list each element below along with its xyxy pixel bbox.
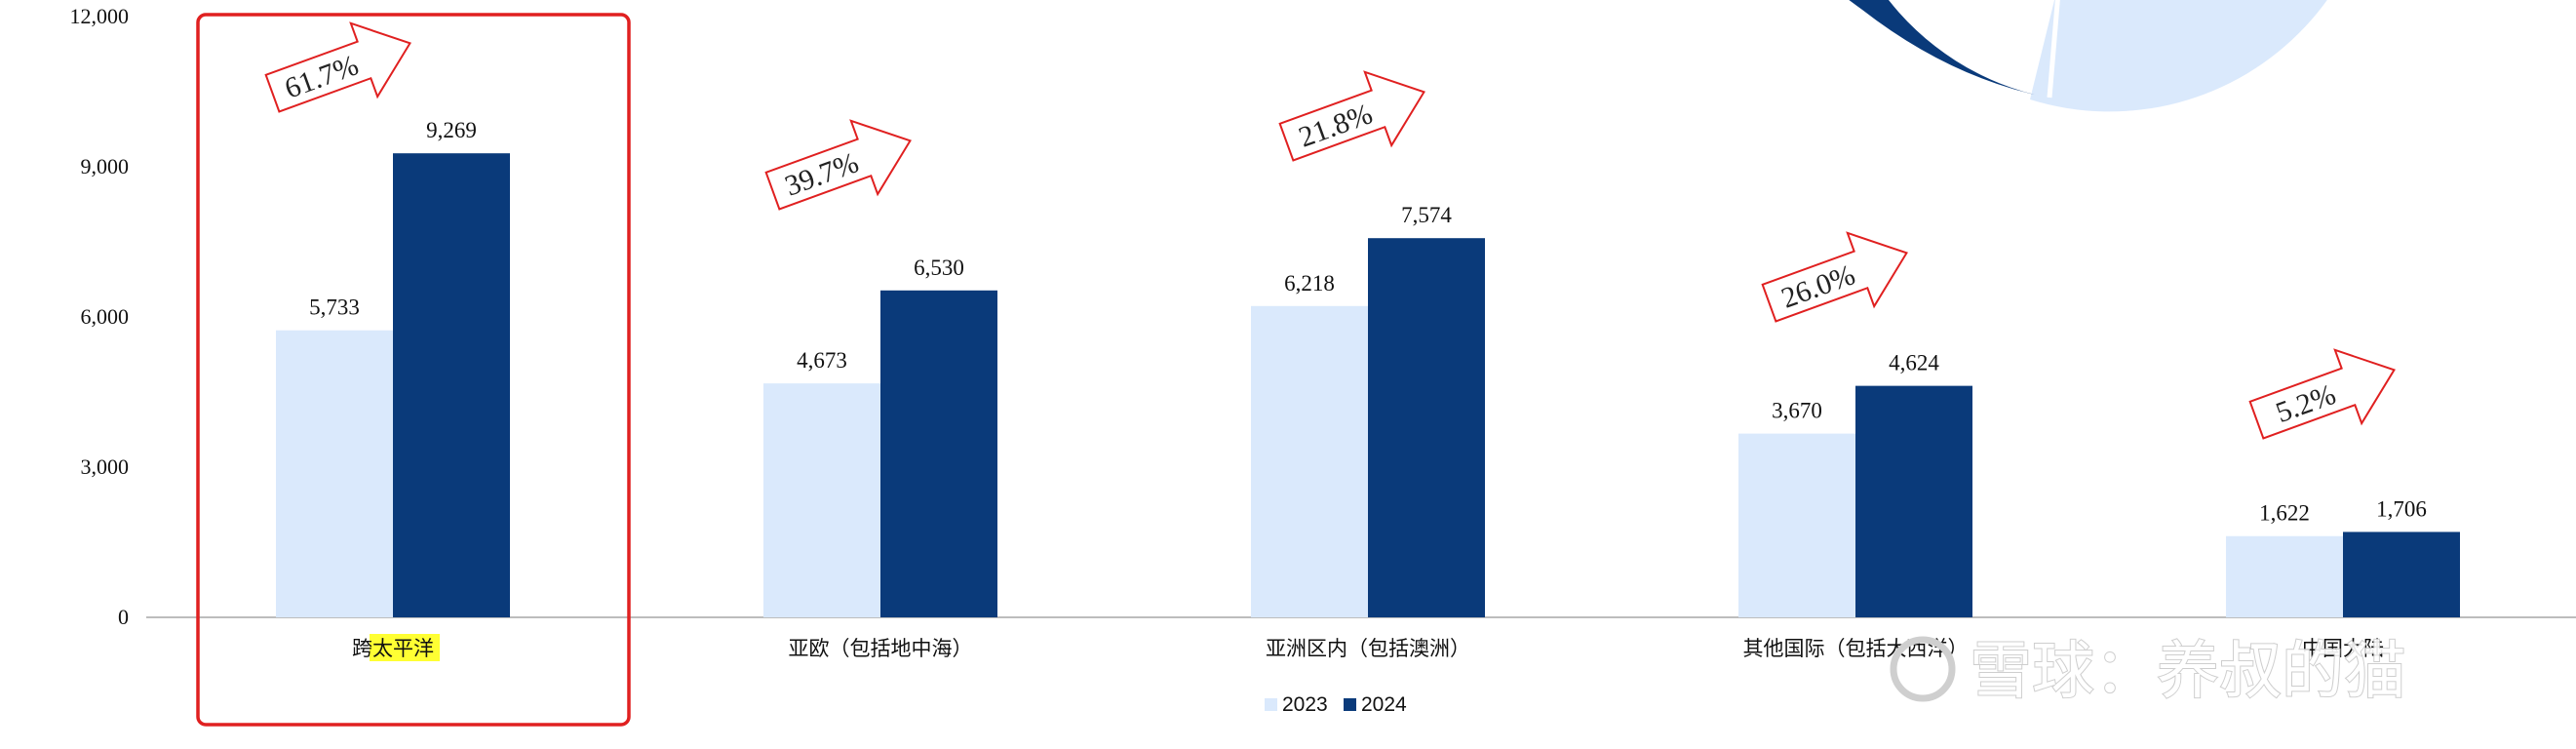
bars <box>276 153 2460 617</box>
watermark-logo-icon <box>1890 636 1956 702</box>
arrow-icon <box>1278 70 1425 162</box>
data-label-2024: 4,624 <box>1889 351 1939 375</box>
pie-slice-separator <box>2047 0 2060 99</box>
y-tick-label: 3,000 <box>81 454 130 479</box>
pie-slice-light <box>2030 0 2327 112</box>
category-highlight-marker <box>370 634 440 661</box>
legend-label-2023: 2023 <box>1282 693 1328 716</box>
arrow-icon <box>2248 348 2396 440</box>
pie-slice-dark <box>1849 0 2066 98</box>
bar-2024 <box>393 153 510 617</box>
arrow-icon <box>764 119 912 211</box>
legend-swatch-2024 <box>1344 698 1356 711</box>
bar-2023 <box>1738 433 1855 617</box>
growth-arrow: 39.7% <box>764 119 912 211</box>
highlight-box <box>196 13 631 727</box>
arrow-icon <box>1761 231 1908 323</box>
legend: 2023 2024 <box>1265 693 1407 716</box>
growth-arrow: 26.0% <box>1761 231 1908 323</box>
y-tick-label: 12,000 <box>70 4 130 28</box>
growth-arrow: 21.8% <box>1278 70 1425 162</box>
bar-2023 <box>276 330 393 617</box>
legend-label-2024: 2024 <box>1361 693 1407 716</box>
data-label-2023: 4,673 <box>797 348 847 373</box>
bar-2024 <box>1368 238 1485 617</box>
watermark: 雪球：养叔的猫 <box>1890 635 2407 709</box>
data-labels: 5,733 4,673 6,218 3,670 1,622 9,269 6,530 7,574… <box>309 118 2427 526</box>
bar-2023 <box>1251 305 1368 617</box>
category-label: 中国大陆 <box>2302 637 2384 660</box>
bar-2024 <box>1855 385 1972 617</box>
category-label: 亚欧（包括地中海） <box>789 637 973 660</box>
category-label: 跨太平洋 <box>352 637 434 660</box>
bar-2023 <box>2226 535 2343 617</box>
pie-chart-fragment <box>1849 0 2327 112</box>
y-tick-label: 6,000 <box>81 304 130 329</box>
bar-2024 <box>2343 532 2460 617</box>
arrow-icon <box>264 21 411 113</box>
y-axis: 0 3,000 6,000 9,000 12,000 <box>70 4 130 629</box>
growth-arrow: 61.7% <box>264 21 411 113</box>
category-label: 亚洲区内（包括澳洲） <box>1266 637 1470 660</box>
data-label-2023: 6,218 <box>1284 271 1335 296</box>
growth-arrow: 5.2% <box>2248 348 2396 440</box>
data-label-2024: 7,574 <box>1401 203 1452 227</box>
watermark-text: 雪球：养叔的猫 <box>1970 636 2406 708</box>
bar-2024 <box>880 290 997 617</box>
data-label-2024: 1,706 <box>2376 496 2427 521</box>
data-label-2024: 6,530 <box>914 256 964 280</box>
data-label-2023: 1,622 <box>2259 501 2310 526</box>
growth-annotations: 61.7% 39.7% 21.8% 26.0% 5.2% <box>264 21 2396 440</box>
data-label-2024: 9,269 <box>426 118 477 142</box>
data-label-2023: 5,733 <box>309 296 360 320</box>
y-tick-label: 0 <box>118 605 129 629</box>
y-tick-label: 9,000 <box>81 154 130 178</box>
legend-swatch-2023 <box>1265 698 1277 711</box>
bar-2023 <box>763 383 880 617</box>
category-labels: 跨太平洋 亚欧（包括地中海） 亚洲区内（包括澳洲） 其他国际（包括大西洋） 中国大陆 <box>352 634 2384 661</box>
data-label-2023: 3,670 <box>1772 399 1822 423</box>
